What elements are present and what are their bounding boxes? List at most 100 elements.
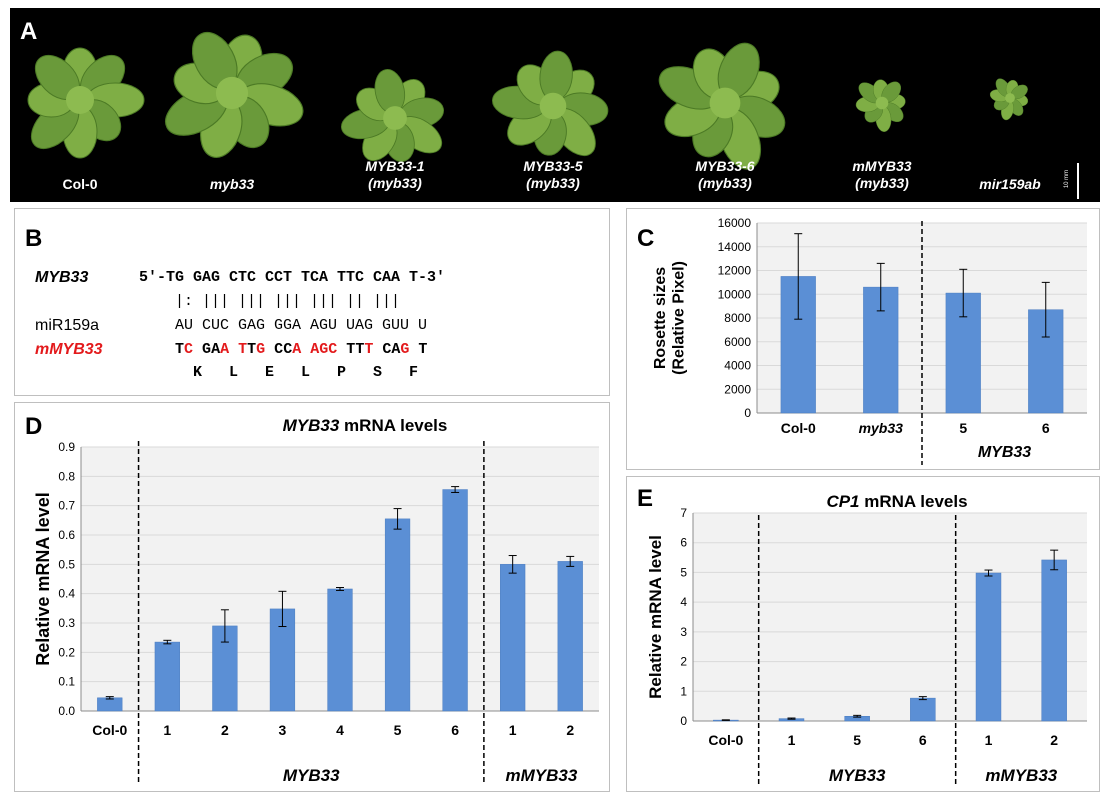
base: C (382, 341, 392, 358)
x-tick-label: Col-0 (781, 420, 816, 436)
x-tick-label: myb33 (859, 420, 904, 436)
x-tick-label: 1 (985, 732, 993, 748)
title-gene: MYB33 (283, 416, 340, 435)
mir159a-sequence: AU CUC GAG GGA AGU UAG GUU U (175, 317, 428, 334)
plant-label-2: myb33 (162, 176, 302, 193)
rosette-center (1005, 93, 1015, 103)
base: C (328, 341, 338, 358)
group-label: MYB33 (978, 444, 1031, 461)
myb33-label: MYB33 (35, 269, 89, 286)
panel-b-letter: B (25, 225, 43, 252)
base: T (247, 341, 257, 358)
title-rest: mRNA levels (339, 416, 447, 435)
bar (910, 697, 936, 722)
myb33-sequence: 5′-TG GAG CTC CCT TCA TTC CAA T-3′ (139, 269, 446, 286)
rosette-3 (341, 69, 444, 163)
rosette-center (539, 92, 567, 120)
bar (442, 489, 468, 712)
y-tick-label: 6 (680, 536, 687, 550)
x-tick-label: 1 (163, 722, 171, 738)
rosette-5 (658, 42, 786, 170)
plant-label-line2: (myb33) (855, 175, 909, 191)
base: G (202, 341, 212, 358)
base (373, 341, 382, 358)
chart-e-svg: 0 1 2 3 4 5 6 7 Col-0 1 5 6 1 2 MYB33 mMYB33 CP1 mRNA le… (646, 492, 1087, 785)
x-tick-label: 2 (566, 722, 574, 738)
base (193, 341, 202, 358)
base: G (319, 341, 329, 358)
rosette-1 (27, 47, 145, 159)
plant-label-3: MYB33-1 (myb33) (325, 158, 465, 192)
scale-bar (1077, 163, 1079, 199)
y-tick-label: 4 (680, 595, 687, 609)
group-label: mMYB33 (985, 766, 1057, 785)
base (337, 341, 346, 358)
x-tick-label: 2 (1050, 732, 1058, 748)
plant-label-line1: mMYB33 (852, 158, 912, 174)
bar (1041, 559, 1067, 722)
bar (557, 561, 583, 712)
y-tick-label: 7 (680, 506, 687, 520)
x-tick-label: 2 (221, 722, 229, 738)
plant-label-line1: mir159ab (979, 176, 1041, 192)
y-tick-label: 5 (680, 565, 687, 579)
y-axis-label: Relative mRNA level (33, 492, 53, 665)
x-tick-label: 5 (853, 732, 861, 748)
base: C (184, 341, 194, 358)
plant-label-line1: MYB33-1 (365, 158, 425, 174)
y-tick-label: 16000 (718, 216, 752, 230)
bar (97, 697, 123, 712)
x-tick-label: Col-0 (92, 722, 127, 738)
y-tick-label: 0.6 (58, 528, 75, 542)
base: G (256, 341, 266, 358)
y-tick-label: 10000 (718, 287, 752, 301)
plant-label-line2: (myb33) (698, 175, 752, 191)
y-tick-label: 8000 (724, 311, 751, 325)
rosette-2 (165, 31, 304, 158)
plant-label-line2: (myb33) (368, 175, 422, 191)
base: C (283, 341, 293, 358)
y-tick-label: 12000 (718, 264, 752, 278)
y-axis-label: Rosette sizes (652, 267, 669, 369)
x-tick-label: 1 (788, 732, 796, 748)
rosette-7 (989, 78, 1029, 121)
y-tick-label: 6000 (724, 335, 751, 349)
rosette-center (66, 86, 94, 114)
rosette-center (215, 76, 249, 110)
base: T (418, 341, 428, 358)
panel-d-letter: D (25, 413, 43, 440)
x-tick-label: 6 (1042, 420, 1050, 436)
group-label: mMYB33 (506, 766, 578, 785)
chart-title: CP1 mRNA levels (826, 492, 967, 511)
y-tick-label: 4000 (724, 359, 751, 373)
plant-label-7: mir159ab (940, 176, 1080, 193)
mmyb33-sequence: TC GAA TTG CCA AGC TTT CAG T (175, 341, 427, 358)
base: A (391, 341, 401, 358)
panel-a-letter: A (20, 18, 38, 45)
plot-area (693, 513, 1087, 721)
base: A (211, 341, 221, 358)
plant-label-line2: (myb33) (526, 175, 580, 191)
bar (154, 641, 180, 712)
panel-c-letter: C (637, 225, 655, 252)
y-tick-label: 0 (744, 406, 751, 420)
x-tick-label: Col-0 (708, 732, 743, 748)
rosette-center (383, 106, 407, 130)
x-tick-label: 6 (451, 722, 459, 738)
panel-b-alignment: B MYB33 5′-TG GAG CTC CCT TCA TTC CAA T-… (14, 208, 610, 396)
base: T (238, 341, 248, 358)
y-tick-label: 0.2 (58, 645, 75, 659)
y-axis-label: Relative mRNA level (646, 535, 665, 699)
panel-c-chart: C 0 2000 4000 6000 8000 10000 12000 14000 16000 C… (626, 208, 1100, 470)
base: T (175, 341, 185, 358)
y-tick-label: 0 (680, 714, 687, 728)
plant-label-6: mMYB33 (myb33) (812, 158, 952, 192)
rosette-center (709, 87, 741, 119)
y-tick-label: 1 (680, 684, 687, 698)
y-tick-label: 0.5 (58, 557, 75, 571)
base: G (400, 341, 410, 358)
plant-label-5: MYB33-6 (myb33) (655, 158, 795, 192)
x-tick-label: 5 (394, 722, 402, 738)
base: A (220, 341, 230, 358)
x-tick-label: 4 (336, 722, 344, 738)
